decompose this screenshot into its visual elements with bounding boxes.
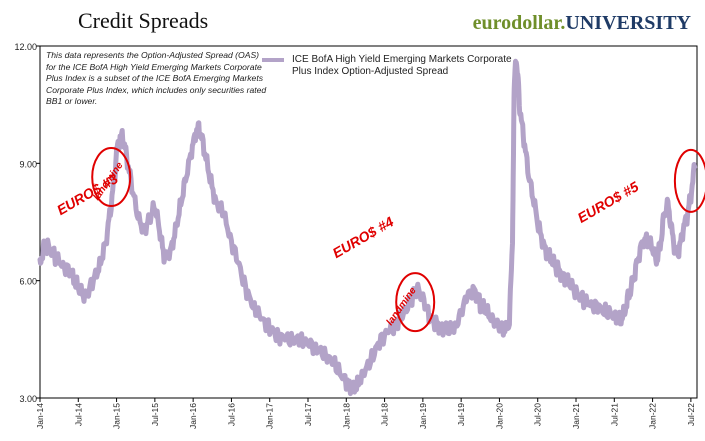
- x-tick-label: Jan-14: [35, 403, 45, 429]
- x-tick-label: Jul-19: [456, 403, 466, 426]
- plot-frame: [39, 45, 698, 399]
- chart-title: Credit Spreads: [78, 8, 209, 33]
- x-tick-label: Jan-15: [112, 403, 122, 429]
- x-tick-label: Jan-21: [571, 403, 581, 429]
- annotation-label: EURO$ #5: [575, 178, 642, 226]
- y-tick-label: 6.00: [19, 277, 37, 287]
- legend-swatch: [262, 58, 284, 62]
- annotation-label: EURO$ #4: [330, 213, 397, 261]
- brand-part1: eurodollar.: [472, 12, 566, 34]
- x-tick-label: Jul-14: [73, 403, 83, 426]
- x-tick-label: Jan-20: [494, 403, 504, 429]
- x-tick-label: Jan-17: [265, 403, 275, 429]
- y-tick-label: 3.00: [19, 394, 37, 404]
- brand-logo: eurodollar.UNIVERSITY: [473, 12, 691, 35]
- highlight-circle: [91, 147, 132, 208]
- legend-label: ICE BofA High Yield Emerging Markets Cor…: [292, 54, 512, 77]
- x-tick-label: Jul-21: [609, 403, 619, 426]
- x-tick-label: Jan-16: [188, 403, 198, 429]
- x-tick-label: Jul-15: [150, 403, 160, 426]
- brand-part2: UNIVERSITY: [565, 12, 691, 34]
- y-tick-label: 12.00: [14, 42, 37, 52]
- highlight-circle: [395, 272, 436, 333]
- legend: ICE BofA High Yield Emerging Markets Cor…: [262, 54, 512, 77]
- x-tick-label: Jul-22: [686, 403, 696, 426]
- x-tick-label: Jul-18: [380, 403, 390, 426]
- y-tick-label: 9.00: [19, 159, 37, 169]
- data-note: This data represents the Option-Adjusted…: [46, 50, 267, 107]
- x-tick-label: Jul-20: [533, 403, 543, 426]
- x-tick-label: Jan-18: [341, 403, 351, 429]
- x-tick-label: Jan-22: [648, 403, 658, 429]
- series-line: [37, 58, 698, 397]
- x-tick-label: Jan-19: [418, 403, 428, 429]
- x-tick-label: Jul-17: [303, 403, 313, 426]
- x-tick-label: Jul-16: [226, 403, 236, 426]
- highlight-circle: [673, 148, 705, 213]
